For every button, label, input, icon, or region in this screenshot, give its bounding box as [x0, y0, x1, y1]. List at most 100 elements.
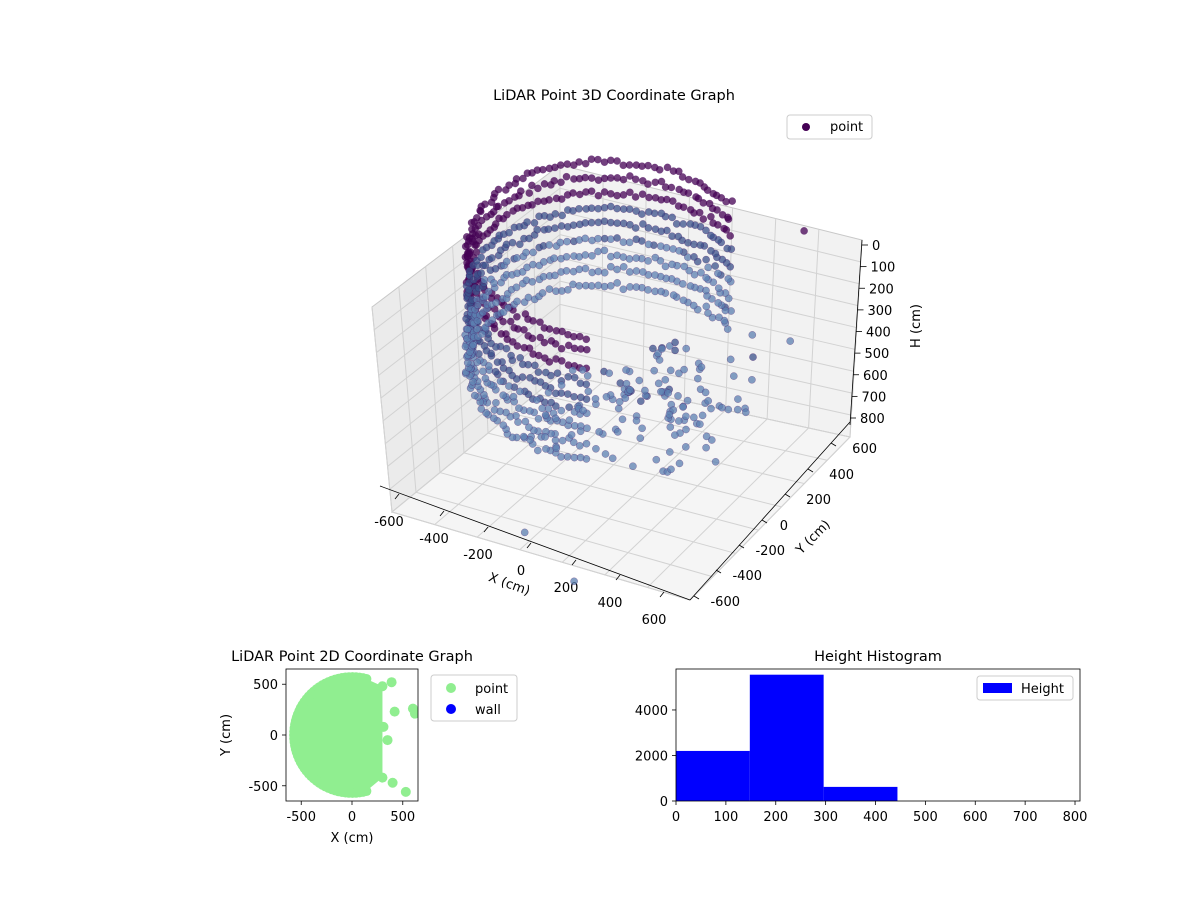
grid-line-floor-y	[439, 472, 736, 554]
x-tick-label-3d: -400	[419, 532, 449, 547]
point-3d	[704, 397, 713, 405]
point-3d	[541, 368, 550, 377]
point-3d	[606, 202, 615, 211]
point-3d	[707, 436, 716, 444]
point-3d	[666, 366, 675, 375]
point-3d	[499, 308, 508, 317]
point-3d	[540, 180, 549, 188]
points-2d	[289, 672, 418, 798]
point-3d	[545, 285, 554, 293]
point-3d	[594, 204, 603, 213]
point-3d	[632, 267, 641, 275]
y-tick-label-hist: 4000	[635, 704, 668, 719]
point-3d	[649, 344, 657, 353]
point-3d	[516, 187, 525, 195]
point-3d	[563, 237, 571, 246]
point-3d	[639, 268, 647, 276]
x-tick-label-2d: -500	[286, 810, 316, 825]
point-3d	[502, 257, 511, 266]
grid-line-left-v	[398, 286, 417, 493]
point-3d	[702, 286, 710, 295]
point-3d	[626, 386, 635, 394]
point-3d	[644, 208, 653, 216]
point-3d	[681, 443, 690, 451]
point-3d	[626, 220, 634, 229]
point-3d	[557, 195, 566, 203]
point-3d	[702, 443, 710, 452]
point-3d	[563, 452, 572, 461]
point-3d	[644, 161, 652, 170]
point-3d	[674, 232, 683, 241]
point-3d	[564, 341, 573, 350]
point-3d	[674, 202, 683, 210]
point-3d	[734, 395, 742, 403]
point-3d	[724, 274, 733, 283]
point-3d	[578, 366, 587, 374]
point-3d	[661, 375, 670, 384]
point-3d	[619, 219, 628, 228]
point-3d	[606, 218, 615, 227]
point-3d	[668, 197, 677, 205]
point-3d	[644, 224, 653, 232]
x-tick-label-hist: 200	[763, 810, 788, 825]
point-3d	[675, 369, 683, 378]
x-tick-label-hist: 400	[863, 810, 888, 825]
point-3d	[698, 411, 707, 420]
point-3d	[674, 392, 682, 400]
x-tick-label-hist: 500	[913, 810, 938, 825]
point-3d	[551, 271, 559, 280]
histogram-bar	[749, 674, 824, 801]
point-3d	[550, 176, 559, 185]
point-3d	[541, 411, 550, 419]
point-3d	[632, 283, 641, 291]
point-3d	[526, 373, 534, 382]
point-3d	[748, 375, 756, 384]
point-3d	[657, 287, 665, 296]
point-3d	[644, 286, 652, 294]
point-3d	[547, 337, 556, 345]
point-3d	[657, 209, 666, 218]
point-3d	[584, 387, 593, 396]
point-3d	[705, 199, 714, 208]
y-tick-label-2d: -500	[248, 780, 278, 795]
point-3d	[465, 267, 474, 275]
point-3d	[657, 177, 666, 186]
point-3d	[493, 358, 502, 367]
point-3d	[724, 294, 733, 303]
point-3d	[562, 252, 571, 261]
point-3d	[564, 372, 573, 381]
point-3d	[683, 396, 692, 405]
point-3d	[556, 161, 565, 169]
x-tick-mark-3d	[526, 542, 532, 549]
point-3d	[707, 404, 715, 413]
point-3d	[613, 191, 621, 200]
legend-histogram-box	[976, 675, 1074, 701]
x-tick-label-hist: 800	[1063, 810, 1088, 825]
plot-frame-histogram	[675, 668, 1081, 802]
z-tick-label-3d: 800	[860, 412, 885, 427]
point-3d	[614, 404, 623, 413]
grid-line-floor-y	[463, 452, 759, 531]
histogram-bar	[823, 786, 898, 801]
point-3d	[529, 248, 537, 257]
point-3d	[565, 416, 574, 424]
point-3d	[709, 219, 717, 227]
point-3d	[723, 244, 732, 253]
grid-line-back-v	[766, 218, 777, 420]
point-3d	[723, 325, 732, 333]
point-3d	[494, 185, 503, 194]
y-ticks-3d: -600 -400 -200 0 200 400 600	[693, 442, 877, 610]
grid-line-floor-x	[434, 382, 602, 525]
grid-line-left-h	[389, 350, 561, 490]
point-3d	[644, 257, 652, 265]
point-3d	[508, 433, 517, 442]
point-3d	[729, 372, 738, 380]
point-3d	[644, 240, 653, 249]
point-3d	[536, 378, 545, 386]
point-2d	[361, 786, 372, 797]
point-3d	[499, 421, 508, 430]
point-3d	[587, 155, 596, 164]
point-3d	[544, 225, 553, 234]
point-3d	[536, 333, 545, 342]
point-3d	[714, 269, 722, 278]
